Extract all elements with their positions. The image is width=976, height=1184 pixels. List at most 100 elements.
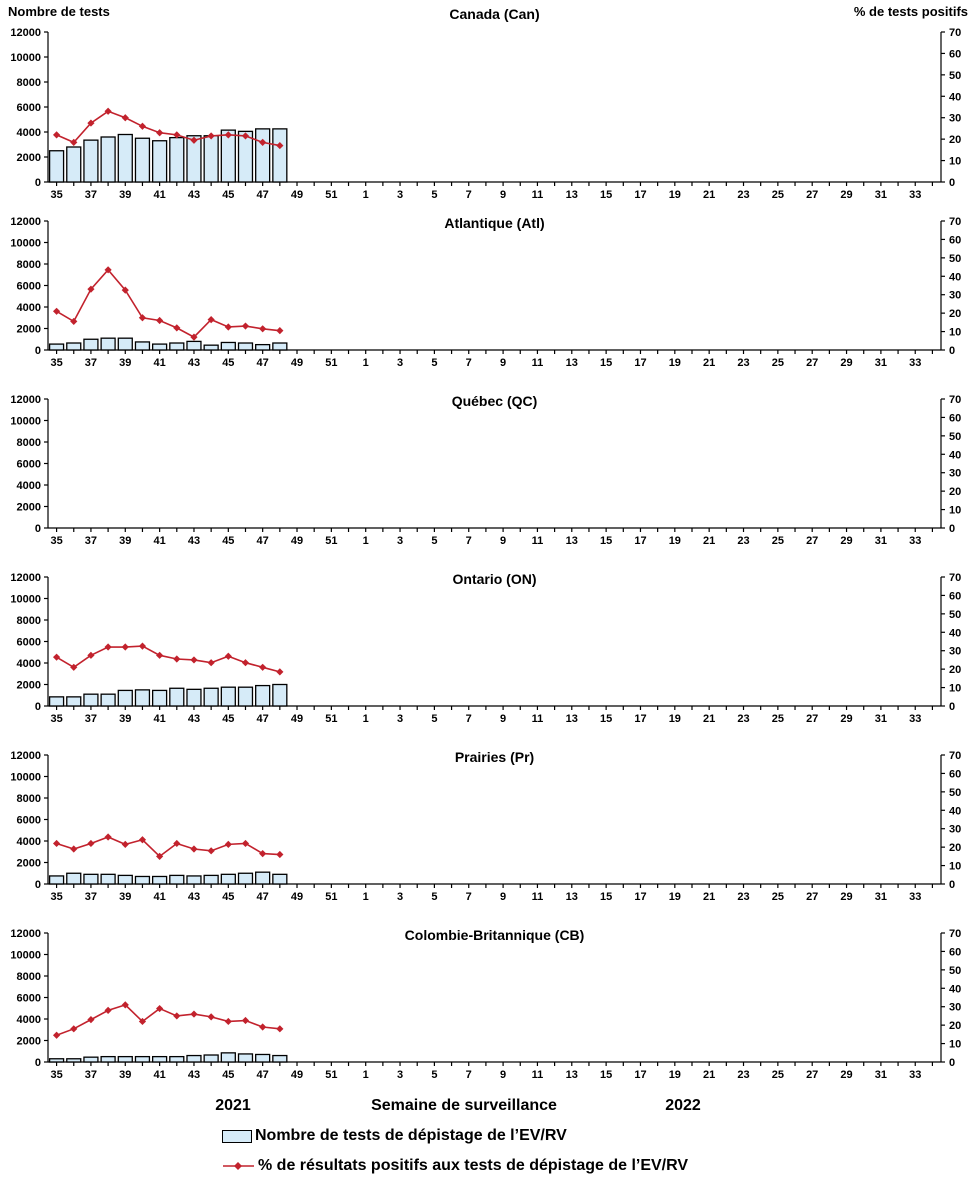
- legend-row-tests: Nombre de tests de dépistage de l’EV/RV: [222, 1121, 976, 1151]
- y-axis-left: 0 2000 4000 6000 8000 10000 12000: [10, 394, 48, 535]
- right-axis-label: % de tests positifs: [854, 4, 968, 19]
- svg-text:8000: 8000: [17, 437, 41, 449]
- svg-text:47: 47: [257, 1069, 269, 1081]
- svg-text:0: 0: [35, 345, 41, 357]
- y-axis-right: 0 10 20 30 40 50 60 70: [941, 216, 961, 357]
- svg-text:35: 35: [50, 891, 62, 903]
- svg-text:11: 11: [532, 189, 544, 201]
- svg-text:37: 37: [85, 535, 97, 547]
- test-count-bar: [186, 875, 202, 885]
- svg-text:7: 7: [466, 535, 472, 547]
- panel-title: Ontario (ON): [453, 571, 537, 587]
- svg-text:60: 60: [949, 946, 961, 958]
- diamond-marker-icon: [70, 1025, 78, 1033]
- test-count-bar: [237, 872, 254, 885]
- diamond-marker-icon: [173, 839, 181, 848]
- test-count-bar: [83, 139, 99, 183]
- svg-text:35: 35: [50, 1069, 62, 1081]
- svg-text:31: 31: [875, 1069, 887, 1081]
- svg-text:0: 0: [949, 523, 955, 535]
- chart-panel-ontario-on: Ontario (ON)0200040006000800010000120000…: [10, 571, 961, 725]
- svg-text:19: 19: [669, 891, 681, 903]
- svg-text:43: 43: [188, 535, 200, 547]
- svg-text:19: 19: [669, 1069, 681, 1081]
- svg-text:31: 31: [875, 713, 887, 725]
- svg-text:40: 40: [949, 91, 961, 103]
- test-count-bar: [237, 1053, 254, 1063]
- svg-text:10000: 10000: [10, 950, 41, 962]
- svg-text:30: 30: [949, 290, 961, 302]
- diamond-marker-icon: [156, 651, 164, 659]
- svg-text:0: 0: [949, 177, 955, 189]
- svg-text:0: 0: [35, 1057, 41, 1069]
- svg-text:3: 3: [397, 189, 403, 201]
- svg-text:37: 37: [85, 1069, 97, 1081]
- svg-text:27: 27: [806, 189, 818, 201]
- svg-text:60: 60: [949, 412, 961, 424]
- svg-text:60: 60: [949, 590, 961, 602]
- diamond-marker-icon: [104, 643, 112, 651]
- diamond-marker-icon: [70, 317, 78, 326]
- svg-text:7: 7: [466, 891, 472, 903]
- positivity-line-series: [52, 266, 284, 341]
- test-count-bar: [66, 872, 82, 885]
- diamond-marker-icon: [87, 1016, 95, 1024]
- test-count-bar: [272, 1054, 288, 1063]
- test-count-bar: [151, 875, 168, 885]
- svg-text:12000: 12000: [10, 572, 41, 584]
- svg-text:41: 41: [154, 891, 166, 903]
- svg-text:10000: 10000: [10, 772, 41, 784]
- diamond-marker-icon: [259, 138, 267, 146]
- diamond-marker-icon: [173, 655, 181, 663]
- test-count-bar: [100, 693, 116, 707]
- test-count-bar: [220, 341, 236, 351]
- diamond-marker-icon: [190, 656, 198, 664]
- svg-text:2000: 2000: [17, 1036, 41, 1048]
- legend: Nombre de tests de dépistage de l’EV/RV …: [0, 1119, 976, 1181]
- svg-text:27: 27: [806, 357, 818, 369]
- diamond-marker-icon: [138, 122, 147, 130]
- svg-text:1: 1: [363, 189, 369, 201]
- svg-text:11: 11: [532, 1069, 544, 1081]
- svg-text:41: 41: [154, 1069, 166, 1081]
- positivity-line-series: [52, 642, 284, 676]
- svg-text:1: 1: [363, 535, 369, 547]
- svg-text:30: 30: [949, 1002, 961, 1014]
- svg-text:13: 13: [566, 891, 578, 903]
- diamond-marker-icon: [104, 107, 112, 115]
- test-count-bar: [169, 1055, 185, 1063]
- svg-text:51: 51: [325, 357, 337, 369]
- diamond-marker-icon: [190, 845, 198, 853]
- svg-text:41: 41: [154, 357, 166, 369]
- svg-text:10000: 10000: [10, 594, 41, 606]
- diamond-marker-icon: [70, 663, 78, 671]
- test-count-bar: [117, 689, 133, 707]
- svg-text:19: 19: [669, 357, 681, 369]
- diamond-marker-icon: [70, 138, 78, 146]
- svg-text:17: 17: [634, 189, 646, 201]
- svg-text:10: 10: [949, 327, 961, 339]
- test-count-bar: [48, 875, 65, 885]
- test-count-bar: [237, 130, 254, 183]
- svg-text:21: 21: [703, 891, 715, 903]
- bars-series: [48, 337, 288, 351]
- test-count-bar: [151, 1055, 168, 1063]
- y-axis-right: 0 10 20 30 40 50 60 70: [941, 928, 961, 1069]
- test-count-bar: [220, 1052, 236, 1063]
- svg-text:11: 11: [532, 891, 544, 903]
- test-count-bar: [186, 1054, 202, 1063]
- diamond-marker-icon: [259, 849, 267, 858]
- svg-text:13: 13: [566, 189, 578, 201]
- svg-text:9: 9: [500, 1069, 506, 1081]
- svg-text:43: 43: [188, 189, 200, 201]
- svg-text:41: 41: [154, 535, 166, 547]
- test-count-bar: [203, 874, 219, 885]
- svg-text:70: 70: [949, 750, 961, 762]
- svg-text:49: 49: [291, 1069, 303, 1081]
- svg-text:31: 31: [875, 357, 887, 369]
- svg-text:51: 51: [325, 713, 337, 725]
- svg-text:45: 45: [222, 535, 234, 547]
- svg-text:25: 25: [772, 357, 784, 369]
- diamond-marker-icon: [224, 1017, 232, 1026]
- svg-text:13: 13: [566, 535, 578, 547]
